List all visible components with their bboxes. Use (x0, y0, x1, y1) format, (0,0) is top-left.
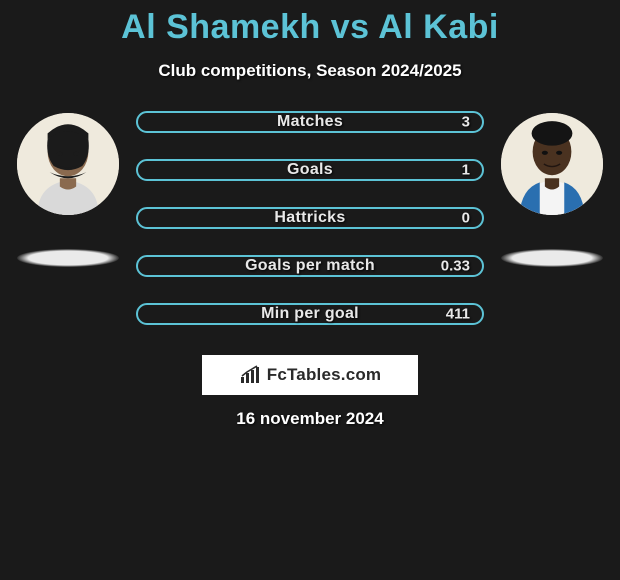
stat-label: Goals per match (245, 257, 375, 275)
date-text: 16 november 2024 (0, 409, 620, 429)
player-right-avatar (501, 113, 603, 215)
stat-label: Min per goal (261, 305, 359, 323)
stat-row: Goals 1 (136, 159, 484, 181)
stat-right-value: 1 (462, 162, 470, 179)
stat-row: Goals per match 0.33 (136, 255, 484, 277)
stat-right-value: 0 (462, 210, 470, 227)
stat-label: Hattricks (274, 209, 345, 227)
page-title: Al Shamekh vs Al Kabi (0, 8, 620, 47)
player-right-column (496, 111, 608, 267)
stat-row: Matches 3 (136, 111, 484, 133)
subtitle: Club competitions, Season 2024/2025 (0, 61, 620, 81)
stat-row: Hattricks 0 (136, 207, 484, 229)
bar-chart-icon (239, 365, 261, 385)
player-right-shadow (501, 249, 603, 267)
stat-label: Matches (277, 113, 343, 131)
stat-right-value: 3 (462, 114, 470, 131)
stat-label: Goals (287, 161, 333, 179)
person-icon (501, 113, 603, 215)
site-logo: FcTables.com (202, 355, 418, 395)
stats-list: Matches 3 Goals 1 Hattricks 0 Goals per … (136, 111, 484, 325)
stat-right-value: 0.33 (441, 258, 470, 275)
player-left-shadow (17, 249, 119, 267)
stat-right-value: 411 (446, 306, 470, 323)
comparison-row: Matches 3 Goals 1 Hattricks 0 Goals per … (0, 111, 620, 325)
player-left-avatar (17, 113, 119, 215)
stat-row: Min per goal 411 (136, 303, 484, 325)
person-icon (17, 113, 119, 215)
player-left-column (12, 111, 124, 267)
site-logo-text: FcTables.com (267, 365, 382, 385)
